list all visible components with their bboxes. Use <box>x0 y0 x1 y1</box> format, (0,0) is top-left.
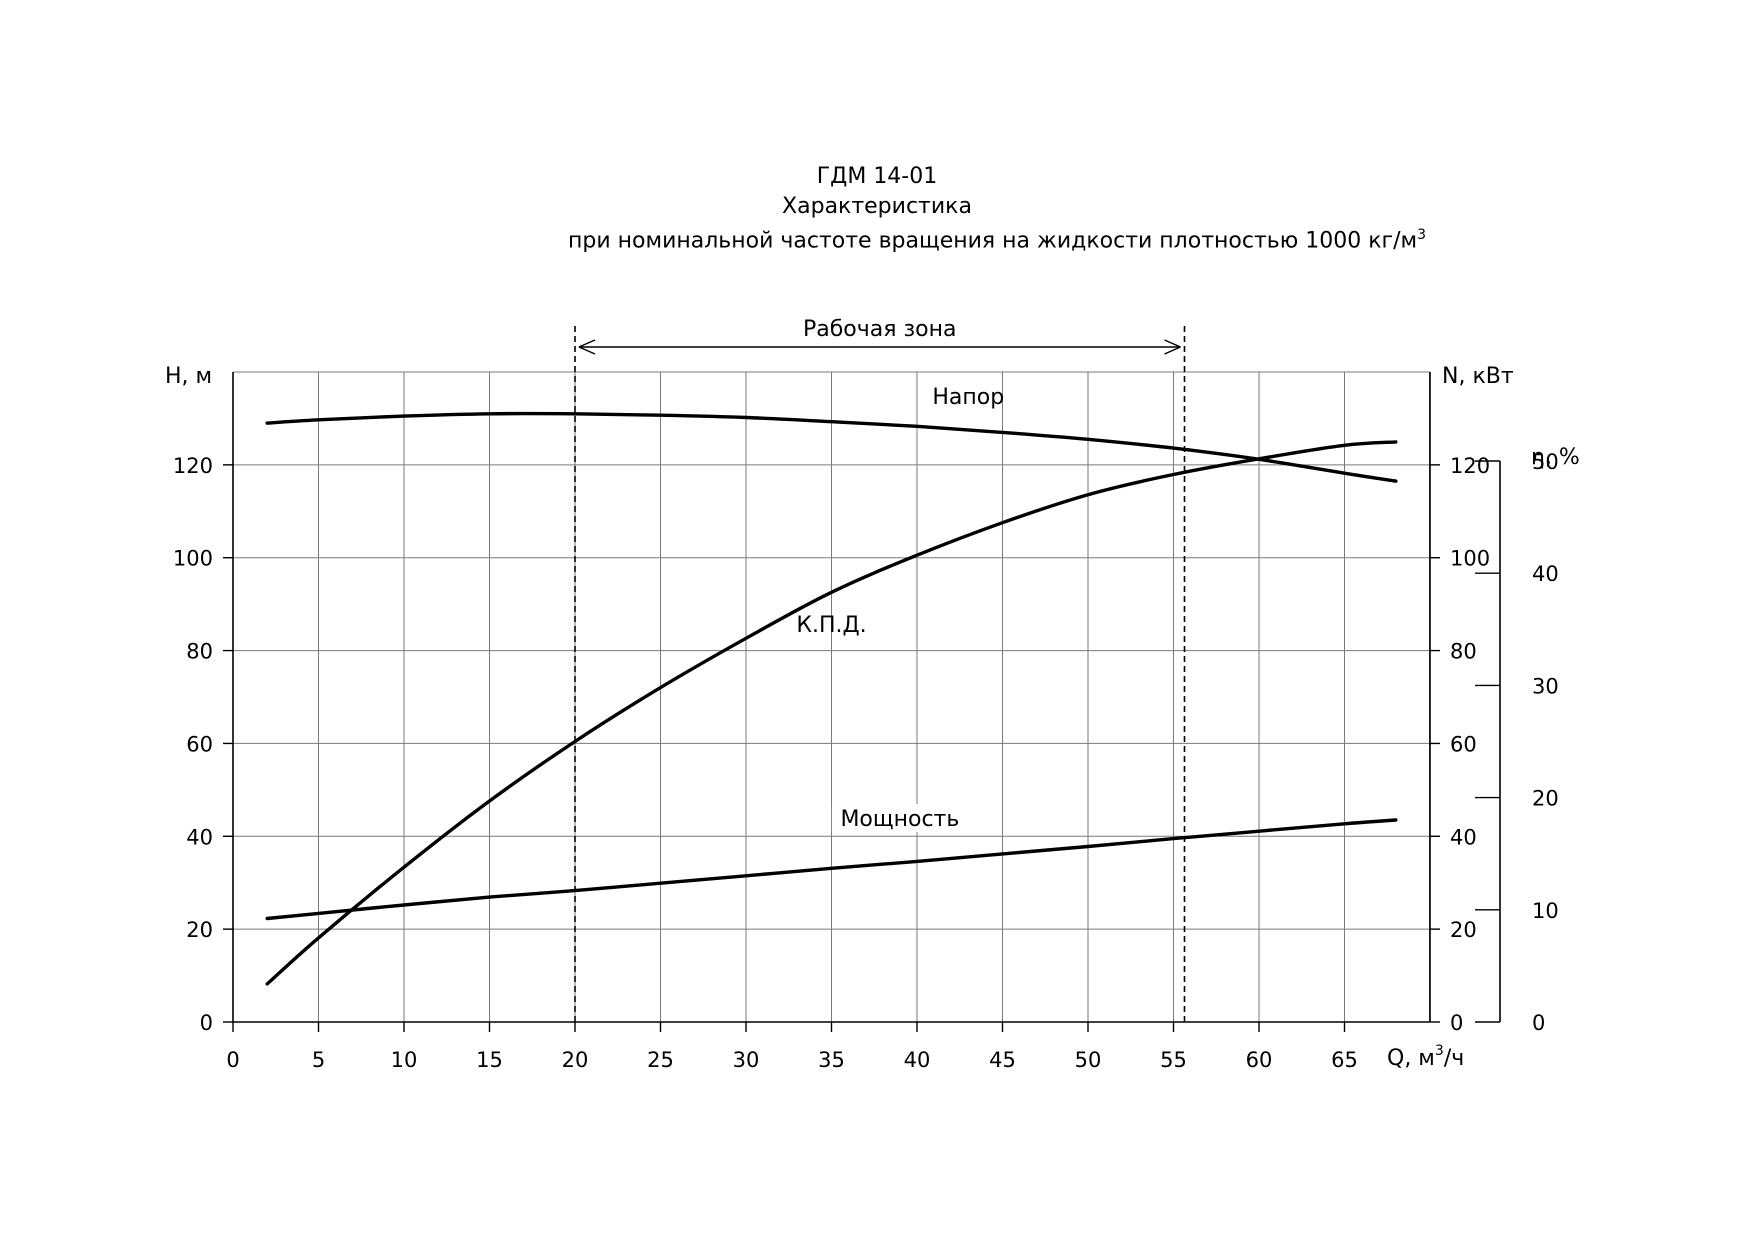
conditions-superscript: 3 <box>1417 227 1427 243</box>
series-label-3: Мощность <box>840 807 959 832</box>
right-tick-label: 100 <box>1450 547 1490 571</box>
conditions-text: при номинальной частоте вращения на жидк… <box>567 228 1418 254</box>
series-line-3 <box>265 818 1398 921</box>
x-tick-label: 30 <box>733 1048 760 1072</box>
eta-axis-label: η, % <box>1531 445 1580 470</box>
left-tick-label: 40 <box>186 825 213 849</box>
chart-subtitle: Характеристика <box>782 194 972 219</box>
x-tick-label: 25 <box>647 1048 674 1072</box>
eta-tick-label: 10 <box>1532 899 1559 923</box>
eta-tick-label: 40 <box>1532 562 1559 586</box>
x-tick-label: 20 <box>562 1048 589 1072</box>
x-tick-label: 35 <box>818 1048 845 1072</box>
chart-subtitle-conditions: при номинальной частоте вращения на жидк… <box>120 228 1754 252</box>
eta-axis: 0 10 20 30 40 50 <box>1475 450 1559 1035</box>
left-tick-label: 0 <box>200 1011 213 1035</box>
left-tick-label: 120 <box>173 454 213 478</box>
left-axis-label: H, м <box>165 364 212 389</box>
series-label-1: Напор <box>932 385 1004 410</box>
right-axis-label: N, кВт <box>1442 364 1514 389</box>
left-tick-label: 100 <box>173 547 213 571</box>
right-tick-label: 80 <box>1450 640 1477 664</box>
x-tick-label: 10 <box>391 1048 418 1072</box>
working-zone-label: Рабочая зона <box>803 317 957 342</box>
working-zone-arrow-left <box>578 339 596 355</box>
x-tick-label: 15 <box>476 1048 503 1072</box>
left-tick-label: 80 <box>186 640 213 664</box>
left-tick-label: 20 <box>186 918 213 942</box>
right-tick-label: 20 <box>1450 918 1477 942</box>
x-tick-label: 0 <box>226 1048 239 1072</box>
x-axis-label: Q, м3/ч <box>1387 1043 1464 1071</box>
eta-tick-label: 30 <box>1532 674 1559 698</box>
right-tick-label: 60 <box>1450 732 1477 756</box>
x-axis-ticks: 0 5 10 15 20 25 30 35 40 45 50 55 60 65 <box>226 1022 1358 1072</box>
curves: Напор К.П.Д. Мощность <box>265 385 1398 986</box>
right-tick-label: 120 <box>1450 454 1490 478</box>
right-tick-label: 40 <box>1450 825 1477 849</box>
eta-tick-label: 0 <box>1532 1011 1545 1035</box>
right-tick-label: 0 <box>1450 1011 1463 1035</box>
left-axis-ticks: 0 20 40 60 80 100 120 <box>173 454 233 1035</box>
x-tick-label: 65 <box>1331 1048 1358 1072</box>
x-axis-label-tail: /ч <box>1444 1046 1464 1071</box>
chart-title: ГДМ 14-01 <box>816 164 938 189</box>
x-tick-label: 5 <box>312 1048 325 1072</box>
series-line-1 <box>265 411 1398 483</box>
eta-tick-label: 20 <box>1532 787 1559 811</box>
x-tick-label: 60 <box>1246 1048 1273 1072</box>
working-zone-arrow-right <box>1164 339 1181 355</box>
x-axis-label-sup: 3 <box>1435 1043 1444 1059</box>
series-line-2 <box>265 440 1398 986</box>
left-tick-label: 60 <box>186 732 213 756</box>
x-tick-label: 55 <box>1160 1048 1187 1072</box>
series-label-background <box>831 804 968 832</box>
series-label-2: К.П.Д. <box>796 613 866 638</box>
x-tick-label: 50 <box>1075 1048 1102 1072</box>
grid <box>233 371 1430 1022</box>
right-axis-ticks: 0 20 40 60 80 100 120 <box>1430 454 1490 1035</box>
x-tick-label: 45 <box>989 1048 1016 1072</box>
x-tick-label: 40 <box>904 1048 931 1072</box>
eta-tick-label: 50 <box>1532 450 1559 474</box>
working-zone: Рабочая зона <box>574 317 1186 1022</box>
x-axis-label-text: Q, м <box>1387 1046 1435 1071</box>
